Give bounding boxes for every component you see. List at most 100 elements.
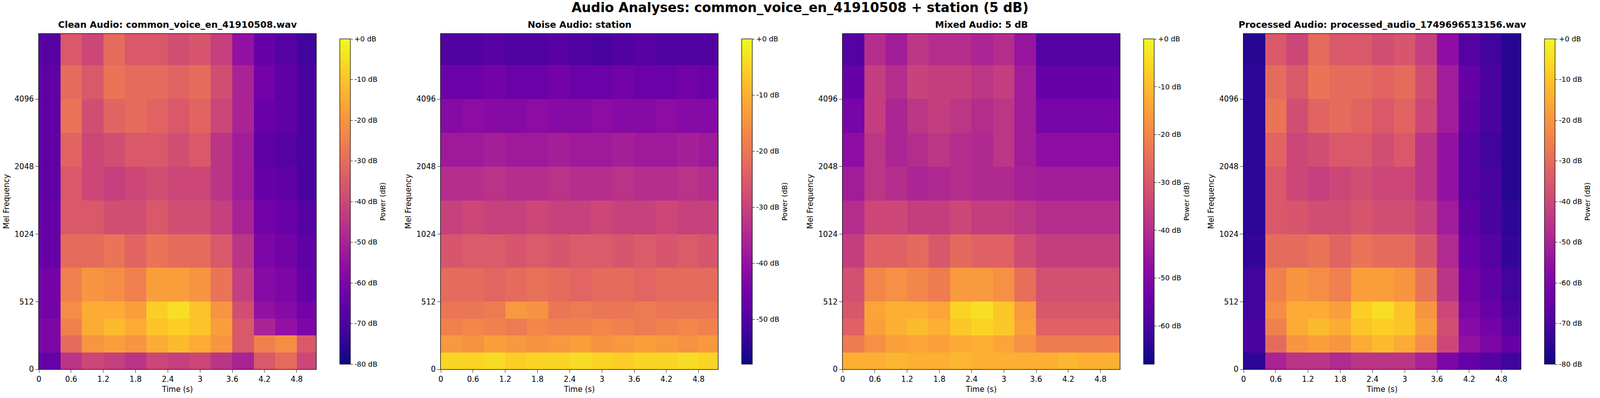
svg-text:Time (s): Time (s)	[1366, 384, 1398, 394]
svg-text:Power (dB): Power (dB)	[378, 182, 387, 221]
svg-text:1.8: 1.8	[933, 374, 946, 384]
svg-text:-50 dB: -50 dB	[1158, 273, 1182, 282]
svg-text:-40 dB: -40 dB	[1559, 197, 1583, 206]
svg-text:Mixed Audio: 5 dB: Mixed Audio: 5 dB	[935, 19, 1028, 30]
svg-text:512: 512	[1223, 297, 1239, 307]
svg-text:Time (s): Time (s)	[161, 384, 193, 394]
svg-text:-20 dB: -20 dB	[756, 146, 780, 156]
svg-text:2048: 2048	[1219, 162, 1239, 172]
svg-text:1.2: 1.2	[499, 374, 512, 384]
svg-text:-70 dB: -70 dB	[354, 319, 378, 328]
svg-text:0: 0	[430, 364, 436, 374]
svg-text:512: 512	[421, 297, 436, 307]
svg-text:0: 0	[832, 364, 838, 374]
svg-text:-70 dB: -70 dB	[1559, 319, 1583, 328]
svg-text:-10 dB: -10 dB	[1158, 82, 1182, 91]
svg-text:4.8: 4.8	[692, 374, 705, 384]
svg-text:4.8: 4.8	[290, 374, 303, 384]
svg-text:0: 0	[438, 374, 444, 384]
svg-text:0.6: 0.6	[1269, 374, 1282, 384]
svg-text:512: 512	[822, 297, 838, 307]
svg-text:Audio Analyses: common_voice_e: Audio Analyses: common_voice_en_41910508…	[571, 0, 1029, 16]
svg-text:3: 3	[1402, 374, 1408, 384]
svg-text:Time (s): Time (s)	[563, 384, 595, 394]
svg-text:4.2: 4.2	[660, 374, 673, 384]
svg-text:-10 dB: -10 dB	[354, 75, 378, 84]
svg-text:3.6: 3.6	[1029, 374, 1043, 384]
svg-text:0: 0	[1233, 364, 1239, 374]
svg-text:-20 dB: -20 dB	[1158, 130, 1182, 139]
svg-text:-80 dB: -80 dB	[1559, 359, 1583, 369]
svg-text:-40 dB: -40 dB	[354, 197, 378, 206]
svg-text:3: 3	[1001, 374, 1007, 384]
svg-text:-20 dB: -20 dB	[1559, 116, 1583, 125]
svg-text:Mel Frequency: Mel Frequency	[403, 174, 414, 230]
svg-text:-50 dB: -50 dB	[354, 237, 378, 246]
svg-text:0: 0	[840, 374, 846, 384]
svg-text:3: 3	[197, 374, 203, 384]
svg-text:Power (dB): Power (dB)	[1182, 182, 1191, 221]
svg-text:1024: 1024	[416, 229, 436, 239]
svg-text:-40 dB: -40 dB	[756, 259, 780, 268]
svg-text:-60 dB: -60 dB	[354, 278, 378, 287]
svg-text:-10 dB: -10 dB	[1559, 75, 1583, 84]
svg-text:4.2: 4.2	[1062, 374, 1075, 384]
svg-text:+0 dB: +0 dB	[354, 34, 377, 43]
svg-text:2.4: 2.4	[965, 374, 978, 384]
svg-text:2.4: 2.4	[1366, 374, 1379, 384]
svg-text:1.8: 1.8	[531, 374, 544, 384]
svg-text:4096: 4096	[818, 94, 838, 104]
svg-text:2.4: 2.4	[563, 374, 576, 384]
svg-text:4.8: 4.8	[1094, 374, 1107, 384]
svg-text:-50 dB: -50 dB	[1559, 237, 1583, 246]
svg-text:0.6: 0.6	[467, 374, 480, 384]
svg-text:1024: 1024	[1219, 229, 1239, 239]
svg-text:1.2: 1.2	[1302, 374, 1315, 384]
svg-text:+0 dB: +0 dB	[756, 34, 779, 43]
svg-text:-80 dB: -80 dB	[354, 359, 378, 369]
svg-text:Processed Audio: processed_aud: Processed Audio: processed_audio_1749696…	[1238, 19, 1527, 30]
svg-text:0: 0	[28, 364, 34, 374]
svg-text:1.2: 1.2	[97, 374, 110, 384]
svg-text:Power (dB): Power (dB)	[1583, 182, 1592, 221]
svg-text:2.4: 2.4	[161, 374, 174, 384]
svg-text:0: 0	[36, 374, 42, 384]
svg-text:2048: 2048	[416, 162, 436, 172]
svg-text:4.2: 4.2	[1463, 374, 1476, 384]
svg-text:2048: 2048	[818, 162, 838, 172]
svg-text:Mel Frequency: Mel Frequency	[1206, 174, 1216, 230]
svg-text:3.6: 3.6	[628, 374, 641, 384]
svg-text:Mel Frequency: Mel Frequency	[805, 174, 815, 230]
svg-text:4096: 4096	[416, 94, 436, 104]
svg-text:-40 dB: -40 dB	[1158, 226, 1182, 235]
svg-text:0.6: 0.6	[868, 374, 882, 384]
svg-text:1024: 1024	[818, 229, 838, 239]
svg-text:2048: 2048	[14, 162, 34, 172]
svg-text:+0 dB: +0 dB	[1158, 34, 1181, 43]
svg-text:Power (dB): Power (dB)	[780, 182, 789, 221]
svg-text:4.8: 4.8	[1495, 374, 1508, 384]
svg-text:1.8: 1.8	[129, 374, 142, 384]
svg-text:1024: 1024	[14, 229, 34, 239]
svg-text:-30 dB: -30 dB	[756, 202, 780, 212]
svg-text:Mel Frequency: Mel Frequency	[2, 174, 12, 230]
svg-text:Clean Audio: common_voice_en_4: Clean Audio: common_voice_en_41910508.wa…	[58, 19, 297, 30]
svg-text:-60 dB: -60 dB	[1158, 321, 1182, 330]
svg-text:1.2: 1.2	[901, 374, 914, 384]
svg-text:4096: 4096	[14, 94, 34, 104]
svg-text:0: 0	[1241, 374, 1247, 384]
svg-text:+0 dB: +0 dB	[1559, 34, 1582, 43]
svg-text:4.2: 4.2	[258, 374, 271, 384]
svg-text:Noise Audio: station: Noise Audio: station	[527, 19, 632, 30]
svg-text:-50 dB: -50 dB	[756, 315, 780, 324]
svg-text:-30 dB: -30 dB	[354, 156, 378, 165]
svg-text:3.6: 3.6	[226, 374, 239, 384]
svg-text:1.8: 1.8	[1334, 374, 1347, 384]
svg-text:3: 3	[599, 374, 605, 384]
svg-text:-60 dB: -60 dB	[1559, 278, 1583, 287]
svg-text:0.6: 0.6	[65, 374, 78, 384]
svg-text:-10 dB: -10 dB	[756, 90, 780, 99]
svg-text:3.6: 3.6	[1430, 374, 1443, 384]
svg-text:-20 dB: -20 dB	[354, 116, 378, 125]
svg-text:Time (s): Time (s)	[965, 384, 997, 394]
